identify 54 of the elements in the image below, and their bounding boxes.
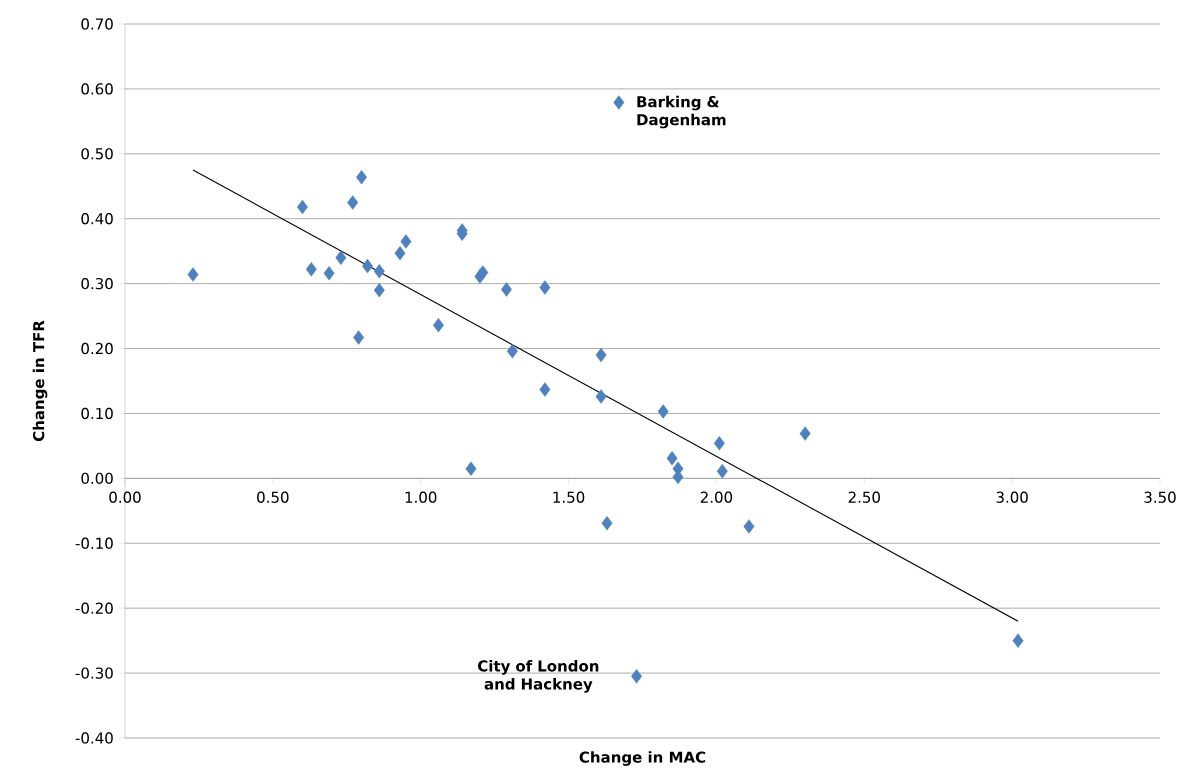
point xyxy=(323,266,335,281)
y-tick-label: 0.10 xyxy=(81,407,113,420)
y-tick-label: -0.20 xyxy=(75,602,113,614)
point xyxy=(539,382,551,397)
point xyxy=(631,669,643,684)
y-axis-title: Change in TFR xyxy=(32,320,48,442)
point xyxy=(356,169,368,185)
x-tick-label: 3.00 xyxy=(996,491,1028,503)
y-tick-label: 0.30 xyxy=(81,277,113,290)
y-tick-label: 0.40 xyxy=(81,213,113,225)
point xyxy=(657,404,669,419)
x-tick-label: 0.00 xyxy=(109,491,141,503)
y-tick-label: -0.10 xyxy=(75,537,113,549)
y-tick-label: -0.30 xyxy=(75,667,113,679)
point xyxy=(305,262,317,277)
y-tick-label: 0.20 xyxy=(81,342,113,355)
y-tick-label: 0.00 xyxy=(81,472,113,485)
point xyxy=(373,264,385,279)
point xyxy=(394,245,406,261)
point xyxy=(539,280,551,295)
point xyxy=(601,515,613,531)
point xyxy=(799,426,811,441)
point xyxy=(506,343,518,359)
annotation: Barking & Dagenham xyxy=(637,95,726,129)
point xyxy=(666,451,678,466)
point xyxy=(613,95,625,110)
point xyxy=(713,436,725,451)
point xyxy=(373,282,385,298)
point xyxy=(716,464,728,479)
y-tick-label: 0.50 xyxy=(81,148,113,160)
point xyxy=(501,282,512,297)
point xyxy=(465,461,477,476)
x-tick-label: 3.50 xyxy=(1144,491,1176,503)
x-tick-label: 2.50 xyxy=(848,491,880,503)
point xyxy=(595,389,607,404)
point xyxy=(477,265,489,280)
y-tick-label: -0.40 xyxy=(75,732,113,744)
annotation: City of London and Hackney xyxy=(478,660,599,693)
x-tick-label: 2.00 xyxy=(700,491,733,503)
point xyxy=(1012,633,1024,648)
point xyxy=(187,267,199,282)
x-tick-label: 0.50 xyxy=(257,491,289,503)
point xyxy=(743,519,755,534)
x-tick-label: 1.00 xyxy=(405,491,437,503)
point xyxy=(353,330,365,345)
point xyxy=(400,234,412,249)
x-tick-label: 1.50 xyxy=(553,491,585,503)
y-tick-label: 0.60 xyxy=(81,83,113,95)
point xyxy=(595,347,607,363)
point xyxy=(347,195,359,210)
point xyxy=(335,250,347,265)
x-axis-title: Change in MAC xyxy=(579,751,706,766)
point xyxy=(296,199,308,215)
y-tick-label: 0.70 xyxy=(81,18,113,30)
